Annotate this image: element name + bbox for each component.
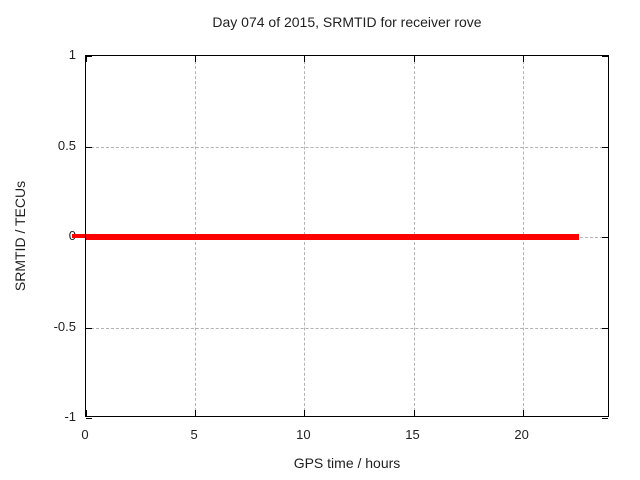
y-tick-label: 1: [68, 47, 76, 62]
plot-area: [85, 55, 609, 419]
chart-title: Day 074 of 2015, SRMTID for receiver rov…: [212, 14, 482, 30]
y-tick-left: [86, 418, 92, 419]
x-tick-top: [86, 56, 87, 62]
y-tick-label: -0.5: [53, 318, 76, 334]
x-tick-label: 20: [514, 427, 529, 442]
grid-line-y: [86, 146, 608, 148]
x-tick-bottom: [304, 410, 306, 416]
x-tick-top: [195, 56, 197, 62]
x-tick-top: [413, 56, 415, 62]
series-line-left-cap: [72, 234, 85, 238]
y-tick-right: [602, 56, 608, 57]
x-axis-label: GPS time / hours: [293, 455, 401, 471]
y-tick-right: [602, 327, 608, 329]
y-tick-right: [602, 418, 608, 419]
x-tick-bottom: [522, 410, 524, 416]
x-tick-label: 0: [81, 427, 89, 442]
y-tick-right: [602, 237, 608, 238]
x-tick-top: [522, 56, 524, 62]
x-tick-label: 5: [190, 427, 198, 442]
x-tick-top: [304, 56, 306, 62]
series-line: [86, 234, 580, 240]
y-tick-label: 0: [24, 228, 76, 243]
y-tick-left: [86, 327, 92, 329]
x-tick-bottom: [86, 410, 87, 416]
x-tick-bottom: [413, 410, 415, 416]
y-tick-label: -1: [64, 409, 76, 424]
y-tick-label: 0.5: [57, 137, 76, 153]
y-tick-left: [86, 146, 92, 148]
x-tick-label: 10: [296, 427, 311, 442]
grid-line-y: [86, 327, 608, 329]
y-tick-right: [602, 146, 608, 148]
x-tick-bottom: [195, 410, 197, 416]
y-tick-left: [86, 56, 92, 57]
x-tick-label: 15: [405, 427, 420, 442]
